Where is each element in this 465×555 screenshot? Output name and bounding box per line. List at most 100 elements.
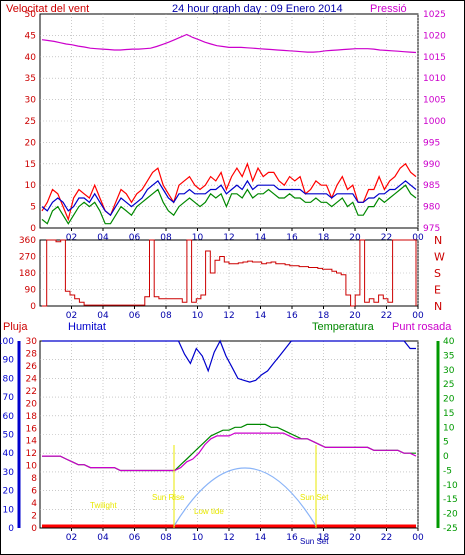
rain-y-tick: 14 (26, 437, 38, 447)
low-tide-label: Low tide (194, 507, 224, 516)
humidity-y-tick: 10 (3, 505, 15, 515)
x-tick-label: 16 (286, 233, 298, 243)
temperature-y-tick: 30 (443, 366, 455, 376)
x-tick-label: 20 (349, 233, 361, 243)
pressure-y-tick: 1010 (423, 74, 446, 84)
dew-point-series-line (42, 432, 417, 472)
temperature-y-tick: 5 (443, 438, 449, 448)
x-tick-label: 18 (318, 533, 330, 543)
wind-y-tick: 50 (25, 10, 37, 20)
x-tick-label: 14 (255, 233, 267, 243)
pressure-y-tick: 1005 (423, 96, 446, 106)
x-tick-label: 08 (160, 533, 172, 543)
x-tick-label: 18 (318, 233, 330, 243)
x-tick-label: 10 (192, 311, 204, 321)
x-tick-label: 02 (66, 311, 77, 321)
humidity-y-tick: 80 (3, 374, 15, 384)
pressure-y-tick: 1000 (423, 117, 446, 127)
x-tick-label: 08 (160, 311, 172, 321)
rain-y-tick: 28 (26, 349, 38, 359)
humidity-y-tick: 20 (3, 487, 15, 497)
graph-title: 24 hour graph day : 09 Enero 2014 (172, 3, 343, 15)
humidity-chart-lines (42, 339, 417, 472)
x-tick-label: 04 (97, 533, 109, 543)
humidity-series-line (42, 339, 416, 383)
dew-point-label: Punt rosada (392, 321, 452, 333)
rain-label: Pluja (3, 321, 28, 333)
direction-y-tick: 360 (19, 236, 36, 246)
humidity-chart-grid (40, 341, 419, 528)
temperature-y-tick: 25 (443, 380, 454, 390)
sunrise-label: Sun Rise (152, 493, 185, 502)
x-tick-label: 00 (412, 533, 424, 543)
rain-y-tick: 10 (26, 462, 38, 472)
temperature-y-tick: 15 (443, 409, 454, 419)
x-tick-label: 02 (66, 233, 77, 243)
rain-y-tick: 12 (26, 449, 37, 459)
rain-y-tick: 18 (26, 412, 38, 422)
temperature-y-tick: -25 (443, 524, 458, 534)
humidity-y-tick: 50 (3, 431, 15, 441)
pressure-y-tick: 1025 (423, 10, 446, 20)
wind-y-tick: 25 (25, 117, 36, 127)
pressure-y-tick: 1020 (423, 31, 446, 41)
x-tick-label: 20 (349, 311, 361, 321)
sunset-label: Sun Set (300, 493, 329, 502)
rain-y-tick: 30 (26, 337, 38, 347)
direction-chart-lines (42, 239, 417, 307)
wind-chart-grid (40, 14, 419, 228)
twilight-label: Twilight (90, 501, 117, 510)
compass-y-tick: S (434, 267, 441, 280)
x-tick-label: 00 (412, 233, 424, 243)
x-tick-label: 20 (349, 533, 361, 543)
temperature-y-tick: 10 (443, 423, 455, 433)
pressure-y-tick: 985 (423, 181, 440, 191)
wind-y-tick: 35 (25, 74, 36, 84)
x-tick-label: 18 (318, 311, 330, 321)
humidity-label: Humitat (68, 321, 106, 333)
wind-y-tick: 10 (25, 181, 37, 191)
temperature-y-tick: -10 (443, 481, 458, 491)
x-tick-label: 16 (286, 311, 298, 321)
x-tick-label: 14 (255, 533, 267, 543)
wind-chart-lines (41, 33, 417, 225)
x-tick-label: 22 (381, 233, 392, 243)
temperature-label: Temperatura (312, 321, 375, 333)
rain-y-tick: 22 (26, 387, 37, 397)
wind-y-tick: 30 (25, 96, 37, 106)
direction-chart-grid (40, 240, 419, 306)
humidity-y-tick: 100 (0, 337, 14, 347)
wind-chart-ticks: 0510152025303540455097598098599099510001… (25, 10, 447, 243)
wind-y-tick: 0 (30, 224, 36, 234)
humidity-y-tick: 0 (8, 524, 14, 534)
temperature-y-tick: 40 (443, 337, 455, 347)
direction-y-tick: 180 (19, 269, 36, 279)
wind-y-tick: 40 (25, 53, 37, 63)
temperature-y-tick: -15 (443, 495, 458, 505)
pressure-label: Pressió (370, 3, 407, 15)
x-tick-label: 04 (97, 233, 109, 243)
x-tick-label: 10 (192, 533, 204, 543)
temperature-y-tick: 20 (443, 395, 455, 405)
x-tick-label: 12 (223, 233, 234, 243)
direction-y-tick: 0 (30, 302, 36, 312)
humidity-chart-ticks: 0102030405060708090100024681012141618202… (0, 337, 458, 543)
x-tick-label: 04 (97, 311, 109, 321)
x-tick-label: 14 (255, 311, 267, 321)
pressure-y-tick: 995 (423, 138, 440, 148)
rain-y-tick: 24 (26, 374, 38, 384)
x-tick-label: 16 (286, 533, 298, 543)
wind-y-tick: 15 (25, 160, 36, 170)
x-tick-label: 12 (223, 533, 234, 543)
pressure-y-tick: 1015 (423, 53, 446, 63)
wind-series-line (41, 184, 417, 225)
rain-y-tick: 6 (31, 487, 37, 497)
temperature-y-tick: -20 (443, 510, 458, 520)
rain-y-tick: 0 (31, 524, 37, 534)
x-tick-label: 12 (223, 311, 234, 321)
direction-y-tick: 90 (25, 286, 37, 296)
pressure-y-tick: 980 (423, 203, 440, 213)
wind-speed-label: Velocitat del vent (6, 3, 89, 15)
